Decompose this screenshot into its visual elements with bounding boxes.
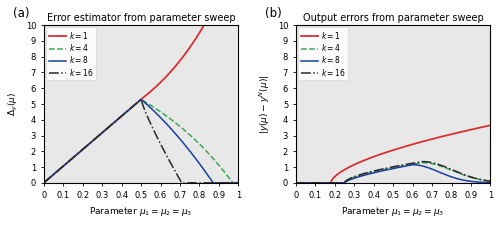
$k = 1$ bbox=[50, 173, 56, 176]
$k = 4$ bbox=[136, 100, 141, 103]
$k = 4$ bbox=[388, 167, 394, 169]
$k = 4$ bbox=[488, 180, 494, 183]
$k = 16$ bbox=[236, 182, 242, 184]
$k = 16$ bbox=[138, 98, 144, 101]
Line: $k = 4$: $k = 4$ bbox=[44, 99, 238, 183]
$k = 1$ bbox=[488, 124, 494, 127]
$k = 16$ bbox=[420, 160, 426, 163]
Y-axis label: $\Delta_y(\mu)$: $\Delta_y(\mu)$ bbox=[7, 92, 20, 116]
$k = 8$ bbox=[236, 182, 242, 184]
$k = 1$ bbox=[382, 151, 388, 154]
$k = 8$ bbox=[40, 182, 46, 184]
$k = 8$ bbox=[138, 98, 144, 101]
Title: Output errors from parameter sweep: Output errors from parameter sweep bbox=[302, 13, 484, 23]
$k = 4$ bbox=[382, 168, 388, 171]
$k = 4$ bbox=[236, 182, 242, 184]
$k = 4$ bbox=[420, 161, 426, 164]
$k = 1$ bbox=[194, 35, 200, 38]
$k = 16$ bbox=[40, 182, 46, 184]
$k = 4$ bbox=[302, 182, 308, 184]
$k = 1$ bbox=[40, 182, 46, 184]
$k = 8$ bbox=[230, 182, 236, 184]
$k = 4$ bbox=[230, 182, 235, 184]
Line: $k = 8$: $k = 8$ bbox=[296, 165, 490, 183]
$k = 4$ bbox=[138, 98, 144, 101]
$k = 1$ bbox=[293, 182, 299, 184]
Line: $k = 4$: $k = 4$ bbox=[296, 163, 490, 183]
$k = 16$ bbox=[230, 182, 235, 184]
Y-axis label: $|y(\mu)-y^N(\mu)|$: $|y(\mu)-y^N(\mu)|$ bbox=[258, 74, 272, 134]
$k = 8$ bbox=[136, 100, 141, 103]
$k = 4$ bbox=[40, 182, 46, 184]
Line: $k = 1$: $k = 1$ bbox=[296, 125, 490, 183]
$k = 8$ bbox=[194, 159, 200, 162]
$k = 8$ bbox=[302, 182, 308, 184]
$k = 4$ bbox=[482, 179, 488, 182]
$k = 16$ bbox=[194, 182, 200, 184]
$k = 8$ bbox=[293, 182, 299, 184]
$k = 4$ bbox=[194, 140, 200, 143]
$k = 16$ bbox=[482, 179, 488, 182]
$k = 4$ bbox=[482, 179, 488, 182]
Line: $k = 8$: $k = 8$ bbox=[44, 99, 238, 183]
$k = 8$ bbox=[388, 168, 394, 170]
$k = 4$ bbox=[50, 173, 56, 176]
Text: (a): (a) bbox=[12, 7, 29, 20]
$k = 16$ bbox=[446, 167, 452, 170]
$k = 16$ bbox=[136, 100, 141, 103]
$k = 1$ bbox=[388, 150, 394, 152]
$k = 8$ bbox=[230, 182, 235, 184]
$k = 8$ bbox=[482, 181, 488, 184]
$k = 1$ bbox=[446, 133, 452, 136]
$k = 8$ bbox=[410, 163, 416, 166]
$k = 1$ bbox=[136, 100, 141, 103]
$k = 16$ bbox=[230, 182, 236, 184]
$k = 16$ bbox=[302, 182, 308, 184]
$k = 16$ bbox=[488, 180, 494, 182]
$k = 16$ bbox=[388, 166, 394, 169]
$k = 1$ bbox=[302, 182, 308, 184]
Line: $k = 1$: $k = 1$ bbox=[44, 0, 238, 183]
Title: Error estimator from parameter sweep: Error estimator from parameter sweep bbox=[47, 13, 236, 23]
Legend: $k = 1$, $k = 4$, $k = 8$, $k = 16$: $k = 1$, $k = 4$, $k = 8$, $k = 16$ bbox=[298, 27, 348, 80]
$k = 1$ bbox=[482, 125, 488, 128]
$k = 16$ bbox=[482, 179, 488, 182]
Text: (b): (b) bbox=[264, 7, 281, 20]
X-axis label: Parameter $\mu_1 = \mu_2 = \mu_3$: Parameter $\mu_1 = \mu_2 = \mu_3$ bbox=[342, 205, 445, 218]
$k = 8$ bbox=[130, 105, 136, 107]
Legend: $k = 1$, $k = 4$, $k = 8$, $k = 16$: $k = 1$, $k = 4$, $k = 8$, $k = 16$ bbox=[46, 27, 96, 80]
$k = 4$ bbox=[446, 168, 452, 171]
$k = 8$ bbox=[382, 169, 388, 171]
$k = 4$ bbox=[230, 182, 236, 184]
$k = 4$ bbox=[293, 182, 299, 184]
$k = 4$ bbox=[130, 105, 136, 107]
$k = 8$ bbox=[50, 173, 56, 176]
$k = 1$ bbox=[130, 105, 136, 107]
$k = 16$ bbox=[50, 173, 56, 176]
$k = 8$ bbox=[488, 181, 494, 184]
$k = 16$ bbox=[382, 167, 388, 170]
$k = 8$ bbox=[482, 181, 488, 184]
X-axis label: Parameter $\mu_1 = \mu_2 = \mu_3$: Parameter $\mu_1 = \mu_2 = \mu_3$ bbox=[90, 205, 192, 218]
$k = 1$ bbox=[482, 125, 488, 128]
$k = 8$ bbox=[446, 175, 452, 177]
$k = 16$ bbox=[293, 182, 299, 184]
$k = 16$ bbox=[130, 105, 136, 107]
Line: $k = 16$: $k = 16$ bbox=[44, 99, 238, 183]
Line: $k = 16$: $k = 16$ bbox=[296, 162, 490, 183]
